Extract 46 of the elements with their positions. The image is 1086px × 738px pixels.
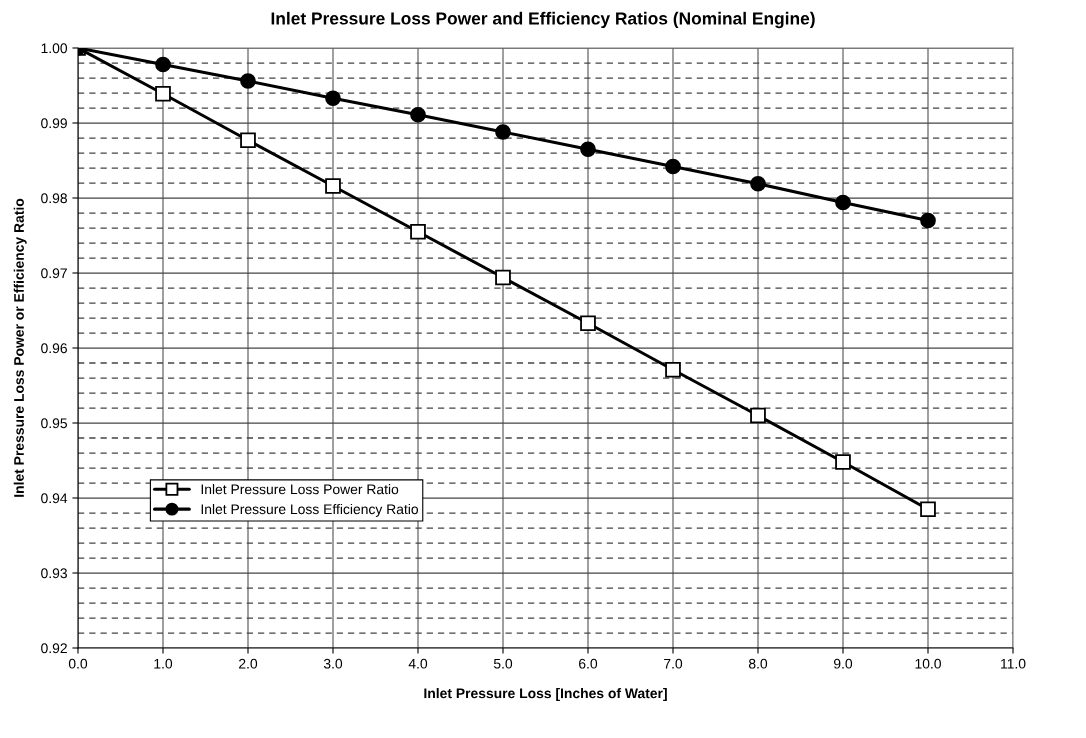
x-tick-label: 6.0 (579, 658, 598, 669)
x-tick-label: 5.0 (493, 658, 513, 669)
point (240, 73, 256, 89)
point (580, 315, 596, 332)
point (155, 56, 171, 73)
legend-label: Inlet Pressure Loss Power Ratio (201, 484, 399, 495)
y-tick-label: 0.97 (41, 268, 67, 279)
y-tick-label: 0.95 (41, 418, 67, 429)
chart-title: Inlet Pressure Loss Power and Efficiency Ratios (Nominal Engine) (271, 11, 815, 29)
point (325, 178, 341, 194)
point (665, 158, 681, 175)
x-tick-label: 10.0 (915, 658, 941, 669)
point (580, 141, 596, 158)
x-tick-label: 8.0 (748, 658, 768, 669)
x-tick-label: 9.0 (834, 658, 853, 669)
x-tick-label: 7.0 (664, 658, 683, 669)
x-tick-label: 1.0 (154, 658, 173, 669)
point (410, 223, 426, 240)
point (495, 269, 511, 286)
y-tick-label: 0.94 (41, 493, 68, 504)
legend-label: Inlet Pressure Loss Efficiency Ratio (201, 503, 419, 517)
x-tick-label: 4.0 (408, 658, 428, 669)
point (325, 90, 341, 107)
point (410, 106, 426, 123)
y-tick-label: 1.00 (41, 43, 68, 54)
point (835, 454, 851, 470)
point (750, 175, 766, 192)
x-axis-title: Inlet Pressure Loss [Inches of Water] (424, 688, 667, 701)
point (835, 194, 851, 211)
x-tick-label: 2.0 (239, 658, 258, 669)
y-tick-label: 0.96 (41, 343, 67, 354)
x-tick-label: 0.0 (68, 658, 88, 669)
point (920, 501, 936, 518)
x-tick-label: 11.0 (1001, 658, 1026, 669)
point (920, 212, 936, 229)
y-tick-label: 0.93 (41, 568, 67, 579)
y-tick-label: 0.92 (41, 643, 67, 654)
point (495, 124, 511, 140)
x-tick-label: 3.0 (323, 658, 343, 669)
y-axis-title: Inlet Pressure Loss Power or Efficiency Ratio (13, 198, 27, 497)
y-tick-label: 0.98 (41, 193, 67, 204)
y-tick-label: 0.99 (41, 118, 67, 129)
point (750, 407, 766, 424)
point (240, 132, 256, 149)
point (155, 85, 171, 102)
point (665, 361, 681, 378)
